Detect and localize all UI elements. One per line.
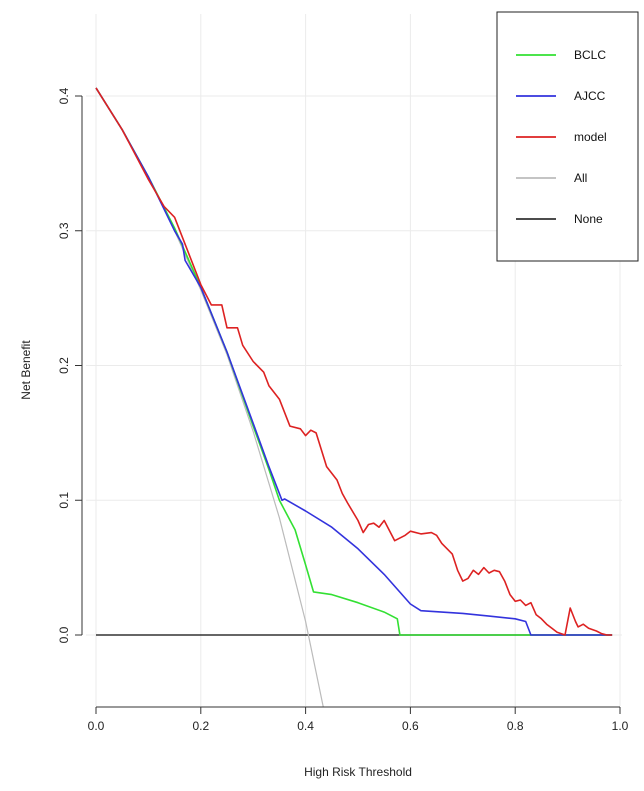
x-tick-label: 0.2: [192, 719, 209, 733]
x-axis-title: High Risk Threshold: [304, 765, 412, 779]
legend-label-model: model: [574, 130, 607, 144]
legend-label-bclc: BCLC: [574, 48, 606, 62]
series-line-all: [95, 87, 324, 707]
y-axis-title: Net Benefit: [19, 340, 33, 400]
legend: BCLC AJCC model All None: [496, 11, 639, 262]
series-lines: [95, 87, 613, 707]
legend-label-none: None: [574, 212, 603, 226]
x-tick-label: 0.8: [507, 719, 524, 733]
x-tick-label: 0.4: [297, 719, 314, 733]
y-tick-label: 0.1: [57, 492, 71, 509]
y-tick-label: 0.0: [57, 626, 71, 643]
series-line-model: [95, 87, 613, 636]
y-tick-label: 0.3: [57, 222, 71, 239]
legend-label-all: All: [574, 171, 587, 185]
x-tick-label: 0.6: [402, 719, 419, 733]
x-tick-label: 1.0: [612, 719, 629, 733]
series-line-ajcc: [95, 87, 613, 636]
x-tick-label: 0.0: [88, 719, 105, 733]
y-tick-label: 0.2: [57, 357, 71, 374]
axes: 0.0 0.2 0.4 0.6 0.8 1.0 0.0 0.1 0.2 0.3 0.4: [57, 87, 629, 733]
legend-label-ajcc: AJCC: [574, 89, 606, 103]
y-tick-label: 0.4: [57, 87, 71, 104]
